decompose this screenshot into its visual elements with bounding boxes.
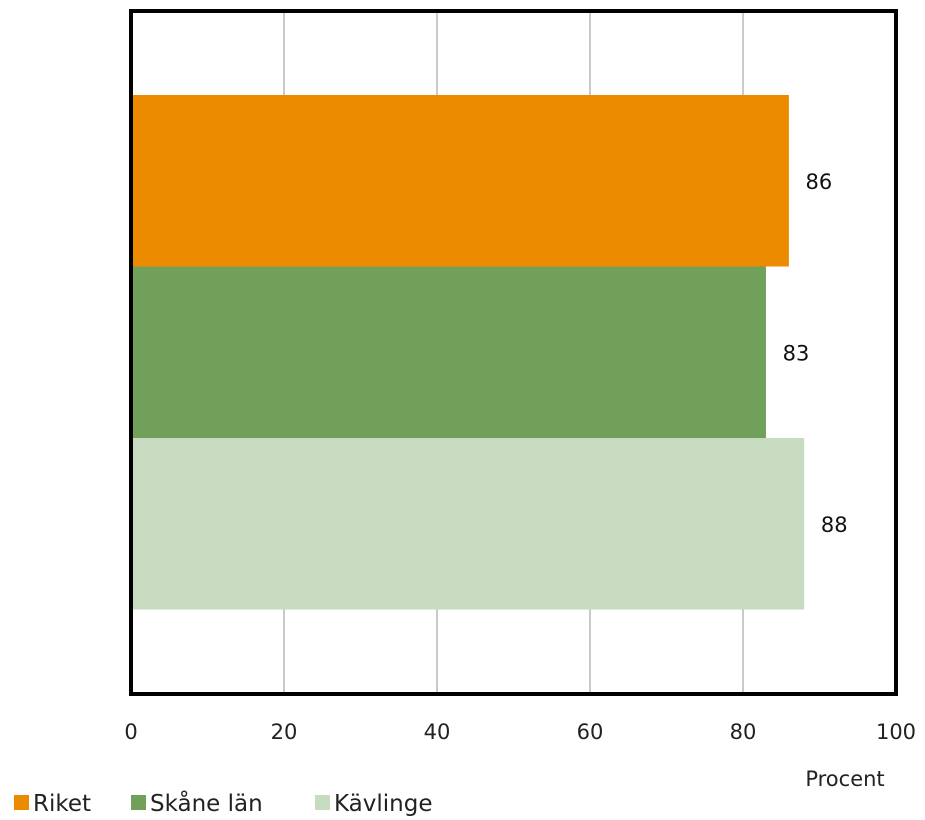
x-tick-label: 0 (124, 720, 137, 744)
data-label: 88 (821, 513, 848, 537)
x-tick-label: 100 (876, 720, 916, 744)
x-tick-label: 80 (730, 720, 757, 744)
bar-kävlinge (131, 438, 805, 610)
data-labels: 86 83 88 (783, 170, 848, 537)
bar-skåne-län (131, 266, 766, 438)
legend-label: Kävlinge (334, 791, 433, 817)
legend-swatch (315, 795, 330, 810)
legend-swatch (14, 795, 29, 810)
data-label: 86 (806, 170, 833, 194)
x-tick-label: 40 (424, 720, 451, 744)
legend-label: Riket (33, 791, 91, 817)
legend: Riket Skåne län Kävlinge (14, 789, 433, 817)
x-tick-labels: 0 20 40 60 80 100 (124, 720, 916, 744)
legend-label: Skåne län (150, 789, 263, 817)
bar-riket (131, 95, 789, 267)
legend-swatch (131, 795, 146, 810)
bars (131, 95, 805, 610)
data-label: 83 (783, 341, 810, 365)
x-tick-label: 60 (577, 720, 604, 744)
plot-frame (129, 9, 898, 696)
x-tick-label: 20 (271, 720, 298, 744)
x-axis-title: Procent (805, 767, 884, 791)
